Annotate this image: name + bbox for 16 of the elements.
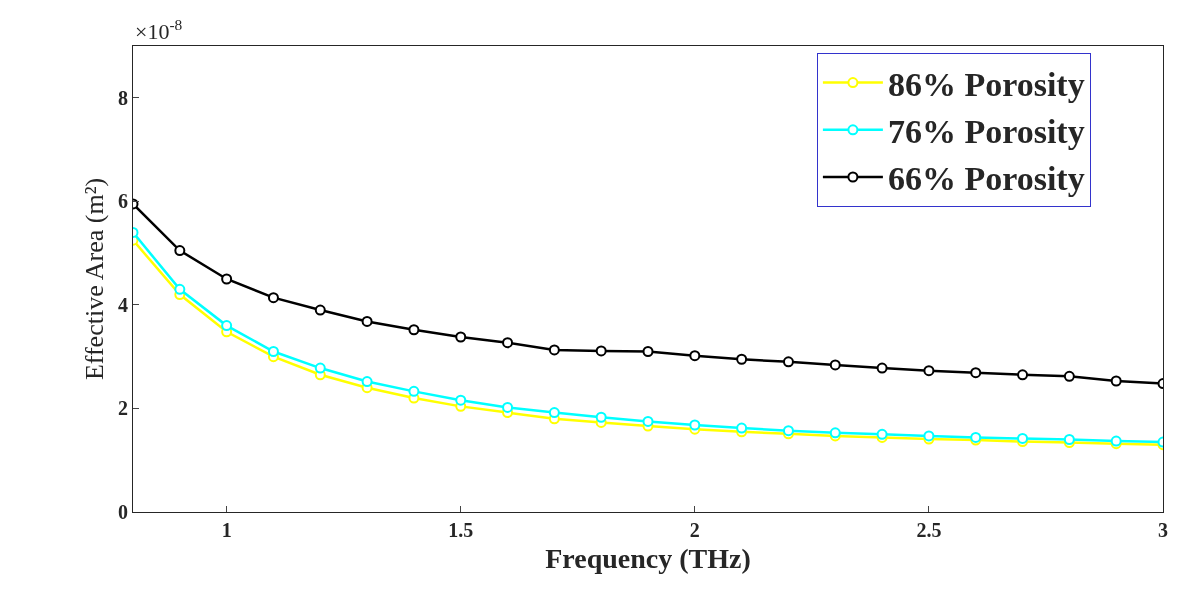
x-tick-label: 3	[1158, 519, 1168, 541]
x-tick-label: 2.5	[916, 519, 942, 541]
y-tick-label: 6	[118, 190, 128, 213]
legend-label: 76% Porosity	[887, 113, 1085, 151]
legend-label: 86% Porosity	[887, 65, 1085, 103]
legend-label: 66% Porosity	[887, 160, 1085, 198]
y-axis-title: Effective Area (m²)	[80, 177, 110, 381]
text: ×10$^{-8}$	[135, 16, 183, 45]
y-tick-label: 4	[118, 293, 128, 316]
y-tick-label: 2	[118, 397, 128, 420]
x-tick-label: 1	[221, 519, 232, 541]
x-tick-label: 1.5	[448, 519, 474, 541]
x-tick-label: 2	[689, 519, 700, 541]
y-tick-label: 8	[118, 86, 128, 109]
x-axis-title: Frequency (THz)	[545, 543, 751, 575]
y-tick-label: 0	[118, 501, 128, 523]
